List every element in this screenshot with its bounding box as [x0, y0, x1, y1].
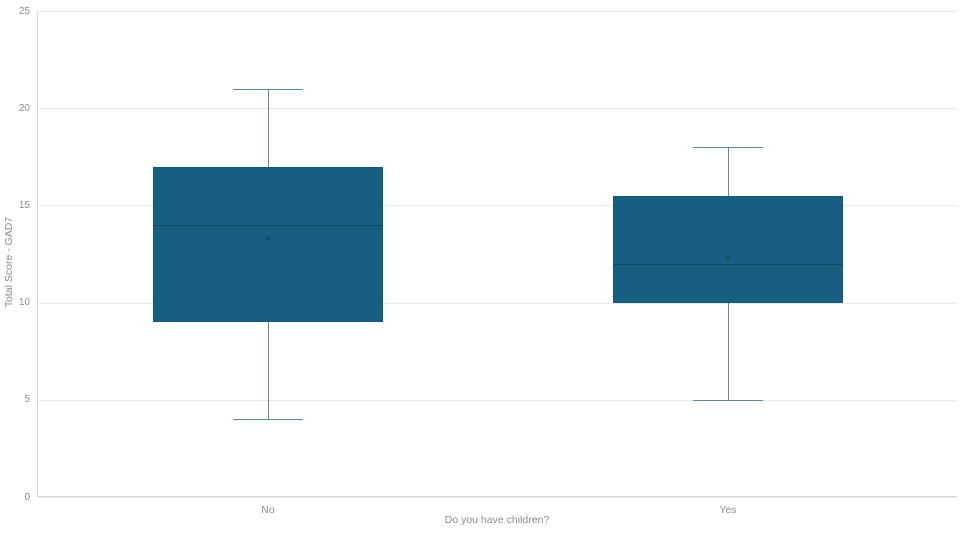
whisker-upper-stem — [727, 147, 729, 196]
y-tick-label: 15 — [18, 199, 30, 211]
x-category-label: No — [261, 504, 275, 516]
gridline — [38, 302, 957, 304]
plot-area: 0 5 10 15 20 25 × No × Yes — [19, 6, 957, 516]
mean-marker: × — [724, 250, 732, 265]
mean-marker: × — [264, 231, 272, 246]
gridline — [38, 399, 957, 401]
whisker-lower-cap — [233, 419, 303, 421]
y-tick-label: 5 — [24, 394, 30, 406]
whisker-upper-stem — [267, 88, 269, 167]
whisker-lower-stem — [727, 302, 729, 400]
whisker-lower-cap — [693, 399, 763, 401]
y-tick-label: 10 — [18, 297, 30, 309]
gridline — [38, 108, 957, 110]
y-tick-label: 20 — [18, 102, 30, 114]
y-axis-title: Total Score - GAD7 — [3, 216, 15, 308]
median-line — [613, 263, 843, 265]
x-category-label: Yes — [719, 504, 737, 516]
whisker-lower-stem — [267, 322, 269, 420]
whisker-upper-cap — [233, 88, 303, 90]
median-line — [153, 224, 383, 226]
y-tick-label: 25 — [18, 5, 30, 17]
gridline — [38, 11, 957, 12]
whisker-upper-cap — [693, 147, 763, 149]
gridline — [38, 205, 957, 207]
y-tick-label: 0 — [24, 491, 30, 503]
x-axis-title: Do you have children? — [444, 514, 550, 526]
box-yes — [613, 195, 843, 303]
gridline — [38, 497, 957, 498]
box-no — [153, 166, 383, 323]
